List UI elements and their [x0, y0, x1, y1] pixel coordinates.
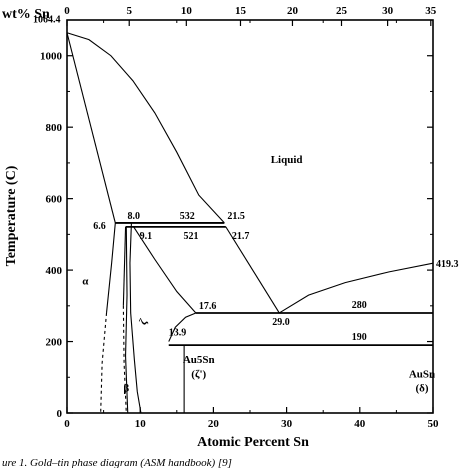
zeta-prime-line	[168, 312, 197, 342]
axis-ticks: 0 10 20 30 40 50 0 200 400 600 800 1000 0 5 10 15 20 25 30…	[40, 5, 439, 430]
annotation-label: 8.0	[128, 211, 141, 222]
annotation-label: 21.5	[227, 211, 245, 222]
phase-label: (δ)	[415, 383, 428, 395]
top-tick-label: 15	[235, 5, 247, 17]
alpha-solvus-dashed	[100, 312, 108, 414]
x-tick-label: 50	[428, 418, 440, 430]
beta-right-line	[125, 226, 129, 414]
phase-label: β	[123, 383, 129, 395]
top-tick-label: 30	[382, 5, 394, 17]
phase-label: α	[82, 275, 89, 287]
liquidus-eutectic-line	[225, 226, 280, 314]
y-tick-label: 600	[46, 194, 63, 206]
phase-label: Au5Sn	[183, 354, 215, 366]
x-tick-label: 0	[64, 418, 70, 430]
annotation-label: 17.6	[199, 301, 217, 312]
annotation-label: 1064.4	[33, 15, 61, 26]
x-tick-label: 20	[208, 418, 220, 430]
zeta-left-line	[129, 222, 142, 414]
annotation-label: 521	[183, 231, 198, 242]
y-tick-label: 200	[46, 337, 63, 349]
x-tick-label: 10	[135, 418, 147, 430]
phase-boundaries	[66, 32, 434, 414]
y-tick-label: 0	[57, 408, 63, 420]
annotation-label: 280	[352, 300, 367, 311]
y-tick-label: 400	[46, 265, 63, 277]
annotation-label: 419.3	[436, 259, 459, 270]
liquidus-au-line	[66, 32, 225, 224]
liquidus-sn-line	[278, 262, 434, 314]
phase-label: ζ	[137, 317, 150, 327]
top-tick-label: 25	[336, 5, 348, 17]
y-tick-label: 800	[46, 122, 63, 134]
top-tick-label: 0	[64, 5, 70, 17]
top-tick-label: 35	[425, 5, 437, 17]
phase-label: Liquid	[271, 154, 303, 166]
y-axis-title: Temperature (C)	[4, 165, 19, 266]
top-axis-label: wt% Sn	[2, 7, 50, 22]
figure-caption: ure 1. Gold–tin phase diagram (ASM handb…	[2, 457, 232, 468]
top-tick-label: 20	[287, 5, 299, 17]
annotation-label: 29.0	[272, 317, 290, 328]
annotation-label: 190	[352, 332, 367, 343]
phase-label: AuSn	[409, 368, 435, 380]
x-tick-label: 40	[354, 418, 366, 430]
phase-label: (ζ')	[191, 368, 206, 380]
alpha-solvus-line	[105, 222, 116, 314]
annotation-label: 532	[180, 211, 195, 222]
beta-left-dashed	[122, 305, 127, 414]
annotation-label: 6.6	[93, 221, 106, 232]
y-tick-label: 1000	[40, 51, 63, 63]
x-tick-label: 30	[281, 418, 293, 430]
beta-left-line	[122, 226, 127, 306]
top-tick-label: 10	[181, 5, 193, 17]
x-axis-title: Atomic Percent Sn	[197, 435, 309, 450]
annotation-label: 13.9	[169, 328, 187, 339]
zeta-right-line	[133, 226, 197, 314]
annotations: 1064.4 6.6 8.0 532 21.5 9.1 521 21.7 419.3 17.6 29…	[33, 15, 459, 395]
alpha-solidus-line	[66, 32, 116, 224]
annotation-label: 21.7	[232, 231, 250, 242]
top-tick-label: 5	[126, 5, 132, 17]
annotation-label: 9.1	[140, 231, 153, 242]
plot-frame	[66, 19, 434, 414]
